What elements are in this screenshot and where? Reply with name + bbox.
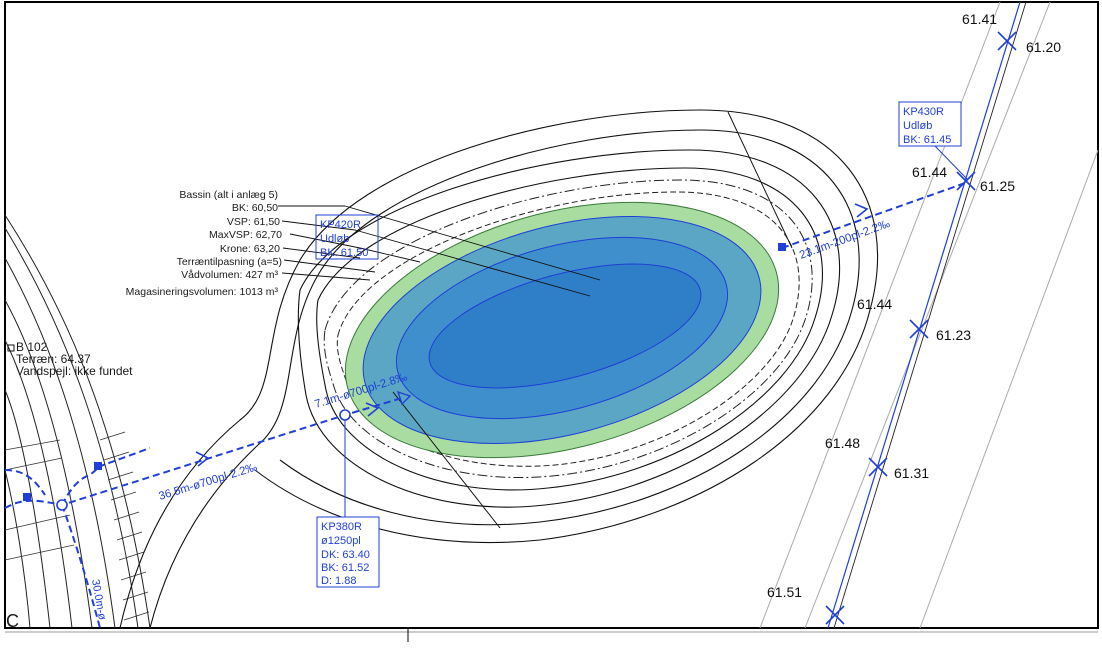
pipe-fitting-1 — [23, 493, 31, 501]
inlet-marker — [396, 390, 412, 406]
elevation-left-1: 61.41 — [962, 11, 997, 27]
elevation-left-4: 61.48 — [825, 435, 860, 451]
section-line-upper — [727, 111, 793, 249]
cross-marker — [825, 605, 845, 625]
cross-marker — [868, 457, 888, 477]
basin — [344, 201, 780, 459]
left-road-hatch — [4, 431, 150, 621]
basin-callout-storage-volume: Magasineringsvolumen: 1013 m³ — [126, 286, 279, 298]
elevation-right-4: 61.31 — [894, 465, 929, 481]
basin-callout-title: Bassin (alt i anlæg 5) — [179, 189, 278, 201]
crest-dashed-line — [336, 191, 800, 467]
outlet-fitting — [778, 243, 786, 251]
well-type: Udløb — [320, 233, 349, 245]
elevation-right-1: 61.20 — [1026, 39, 1061, 55]
well-type: Udløb — [903, 120, 932, 132]
well-bk: BK: 61.45 — [903, 134, 951, 146]
well-label-kp380r: KP380R ø1250pl DK: 63.40 BK: 61.52 D: 1.… — [316, 516, 380, 588]
borehole-marker — [7, 344, 15, 352]
well-node-kp380r — [339, 409, 351, 421]
basin-callout-krone: Krone: 63,20 — [220, 243, 280, 255]
well-label-box — [898, 101, 962, 147]
well-node-left — [56, 499, 68, 511]
well-id: KP420R — [320, 219, 361, 231]
elevation-labels: 61.41 61.44 61.44 61.48 61.51 61.20 61.2… — [767, 11, 1061, 600]
elevation-right-3: 61.23 — [936, 327, 971, 343]
corner-letter: C — [6, 611, 19, 631]
well-label-box — [315, 214, 379, 260]
callout-leaders — [278, 205, 601, 297]
well-label-box — [316, 516, 380, 588]
elevation-markers — [825, 31, 1017, 625]
basin-callout-wet-volume: Vådvolumen: 427 m³ — [181, 269, 278, 281]
basin-outlines — [119, 109, 879, 629]
borehole-groundwater: Vandspejl: ikke fundet — [16, 364, 133, 378]
flow-arrows — [195, 203, 869, 467]
well-label-kp430r: KP430R Udløb BK: 61.45 — [898, 101, 962, 147]
basin-callout-maxvsp: MaxVSP: 62,70 — [209, 229, 282, 241]
basin-callout-bk: BK: 60,50 — [232, 202, 278, 214]
basin-callout-terrain: Terræntilpasning (a=5) — [177, 256, 282, 268]
well-id: KP380R — [321, 521, 362, 533]
cross-marker — [956, 171, 976, 191]
well-leaders — [344, 145, 969, 517]
well-dk: DK: 63.40 — [321, 549, 370, 561]
well-label-kp420r: KP420R Udløb BK: 61.50 — [315, 214, 379, 260]
cross-marker — [997, 31, 1017, 51]
borehole-label: B 102 Terræn: 64.37 Vandspejl: ikke fund… — [7, 340, 133, 378]
right-road — [759, 1, 1099, 629]
elevation-right-2: 61.25 — [980, 178, 1015, 194]
left-road — [4, 214, 151, 629]
pipe-fitting-2 — [94, 462, 102, 470]
section-line-lower — [392, 391, 501, 529]
terrain-fit-line — [323, 179, 813, 478]
well-id: KP430R — [903, 106, 944, 118]
cross-marker — [909, 319, 929, 339]
borehole-terrain: Terræn: 64.37 — [16, 352, 91, 366]
basin-callout: Bassin (alt i anlæg 5) BK: 60,50 VSP: 61… — [126, 189, 282, 298]
basin-bottom-zone — [428, 263, 702, 389]
well-depth: D: 1.88 — [321, 575, 356, 587]
well-diameter: ø1250pl — [321, 535, 361, 547]
basin-callout-vsp: VSP: 61,50 — [227, 216, 280, 228]
elevation-left-5: 61.51 — [767, 584, 802, 600]
borehole-id: B 102 — [16, 340, 48, 354]
well-bk: BK: 61.50 — [320, 247, 368, 259]
well-bk: BK: 61.52 — [321, 562, 369, 574]
elevation-left-2: 61.44 — [912, 164, 947, 180]
elevation-left-3: 61.44 — [857, 296, 892, 312]
